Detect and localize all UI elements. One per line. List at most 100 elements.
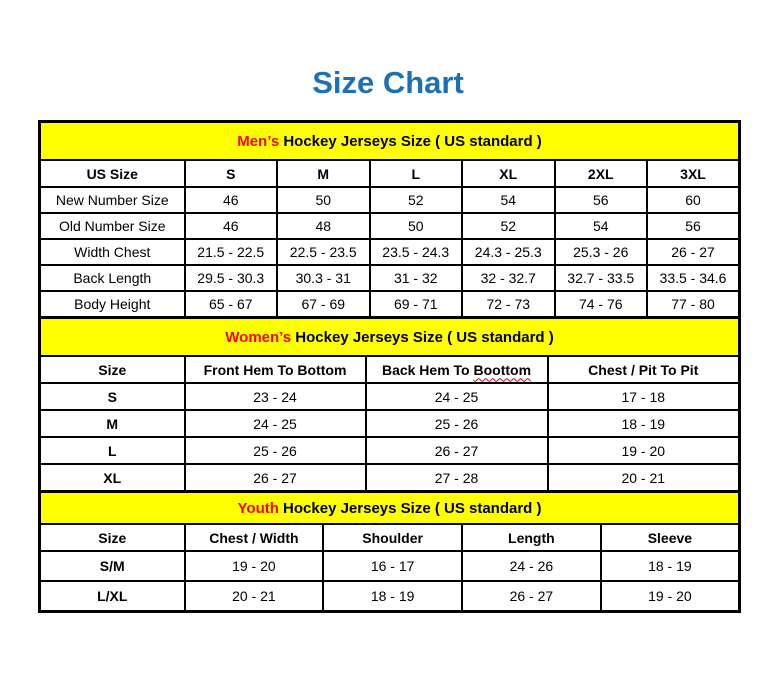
row-label: S/M [38,550,186,582]
mens-band-highlight: Men’s [237,132,280,150]
row-label: Body Height [38,290,186,319]
size-cell: 32 - 32.7 [461,264,556,292]
size-cell: 74 - 76 [553,290,648,319]
mens-size-table: Men’s Hockey Jerseys Size ( US standard … [38,120,742,319]
size-cell: 54 [461,186,556,214]
row-label: L [38,436,186,465]
mens-band-rest: Hockey Jerseys Size ( US standard ) [279,132,542,150]
misspelled-word: Boottom [473,361,532,378]
size-cell: 67 - 69 [276,290,371,319]
size-cell: 18 - 19 [322,580,463,613]
size-cell: 65 - 67 [183,290,278,319]
size-cell: 52 [368,186,463,214]
size-cell: 21.5 - 22.5 [183,238,278,266]
row-label: Old Number Size [38,212,186,240]
size-cell: 56 [646,212,741,240]
size-cell: 18 - 19 [546,409,741,438]
row-label: L/XL [38,580,186,613]
size-cell: 22.5 - 23.5 [276,238,371,266]
size-cell: 19 - 20 [546,436,741,465]
youth-band-row: Youth Hockey Jerseys Size ( US standard … [38,490,741,525]
table-row: S/M 19 - 20 16 - 17 24 - 26 18 - 19 [38,550,741,582]
size-cell: 19 - 20 [599,580,741,613]
youth-header-row: Size Chest / Width Shoulder Length Sleev… [38,523,741,552]
size-cell: 19 - 20 [183,550,325,582]
size-cell: 16 - 17 [322,550,463,582]
column-header: M [276,159,371,188]
size-cell: 54 [553,212,648,240]
size-cell: 26 - 27 [646,238,741,266]
size-cell: 29.5 - 30.3 [183,264,278,292]
column-header: Sleeve [599,523,741,552]
youth-band-rest: Hockey Jerseys Size ( US standard ) [278,499,542,517]
size-cell: 26 - 27 [461,580,602,613]
mens-band-title: Men’s Hockey Jerseys Size ( US standard … [38,120,741,161]
row-label: Back Length [38,264,186,292]
youth-size-table: Youth Hockey Jerseys Size ( US standard … [38,490,742,613]
size-cell: 31 - 32 [368,264,463,292]
table-row: XL 26 - 27 27 - 28 20 - 21 [38,463,741,493]
size-cell: 27 - 28 [364,463,549,493]
size-cell: 30.3 - 31 [276,264,371,292]
table-row: Body Height 65 - 67 67 - 69 69 - 71 72 -… [38,290,741,319]
table-row: M 24 - 25 25 - 26 18 - 19 [38,409,741,438]
table-row: L 25 - 26 26 - 27 19 - 20 [38,436,741,465]
size-cell: 24.3 - 25.3 [461,238,556,266]
size-cell: 32.7 - 33.5 [553,264,648,292]
size-cell: 50 [368,212,463,240]
size-cell: 50 [276,186,371,214]
column-header: US Size [38,159,186,188]
column-header: Chest / Width [183,523,325,552]
column-header: Length [461,523,602,552]
row-label: Width Chest [38,238,186,266]
size-cell: 48 [276,212,371,240]
womens-band-rest: Hockey Jerseys Size ( US standard ) [291,328,554,346]
size-cell: 17 - 18 [546,382,741,411]
row-label: XL [38,463,186,493]
size-cell: 24 - 25 [183,409,367,438]
table-row: S 23 - 24 24 - 25 17 - 18 [38,382,741,411]
size-cell: 46 [183,212,278,240]
size-cell: 23.5 - 24.3 [368,238,463,266]
size-cell: 56 [553,186,648,214]
column-header: Size [38,355,186,384]
womens-header-row: Size Front Hem To Bottom Back Hem To Boo… [38,355,741,384]
row-label: M [38,409,186,438]
womens-band-title: Women’s Hockey Jerseys Size ( US standar… [38,316,741,357]
column-header: Size [38,523,186,552]
page-title: Size Chart [312,65,464,100]
row-label: New Number Size [38,186,186,214]
column-header: Chest / Pit To Pit [546,355,741,384]
youth-band-highlight: Youth [237,499,279,517]
column-header: Back Hem To Boottom [364,355,549,384]
size-cell: 18 - 19 [599,550,741,582]
size-cell: 52 [461,212,556,240]
size-cell: 20 - 21 [546,463,741,493]
womens-band-highlight: Women’s [225,328,292,346]
size-cell: 25 - 26 [183,436,367,465]
size-cell: 25 - 26 [364,409,549,438]
size-cell: 33.5 - 34.6 [646,264,741,292]
table-row: Back Length 29.5 - 30.3 30.3 - 31 31 - 3… [38,264,741,292]
size-chart-page: Size Chart Men’s Hockey Jerseys Size ( U… [38,65,742,613]
size-cell: 72 - 73 [461,290,556,319]
column-header: Shoulder [322,523,463,552]
table-row: Old Number Size 46 48 50 52 54 56 [38,212,741,240]
size-cell: 60 [646,186,741,214]
column-header: Front Hem To Bottom [183,355,367,384]
column-header: XL [461,159,556,188]
table-row: L/XL 20 - 21 18 - 19 26 - 27 19 - 20 [38,580,741,613]
womens-size-table: Women’s Hockey Jerseys Size ( US standar… [38,316,742,493]
size-cell: 24 - 26 [461,550,602,582]
size-cell: 25.3 - 26 [553,238,648,266]
mens-band-row: Men’s Hockey Jerseys Size ( US standard … [38,120,741,161]
table-row: New Number Size 46 50 52 54 56 60 [38,186,741,214]
mens-header-row: US Size S M L XL 2XL 3XL [38,159,741,188]
size-cell: 23 - 24 [183,382,367,411]
column-header: L [368,159,463,188]
column-header: 3XL [646,159,741,188]
row-label: S [38,382,186,411]
size-cell: 26 - 27 [364,436,549,465]
size-cell: 26 - 27 [183,463,367,493]
youth-band-title: Youth Hockey Jerseys Size ( US standard … [38,490,741,525]
